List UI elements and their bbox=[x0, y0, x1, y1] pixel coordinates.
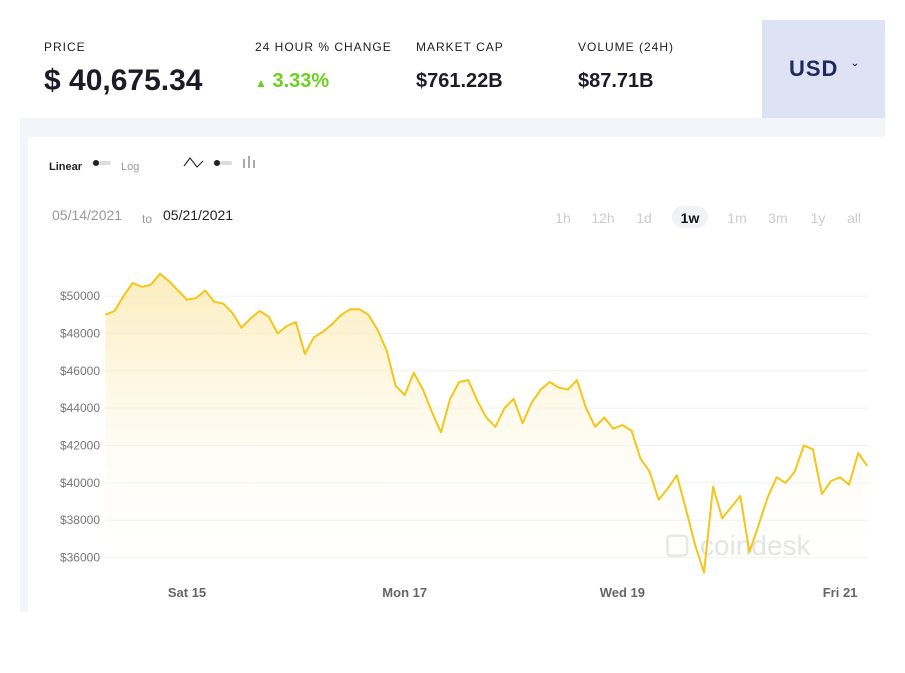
y-tick-label: $48000 bbox=[60, 326, 100, 340]
stat-value-row: ▲ 3.33% bbox=[255, 70, 392, 93]
chevron: ˇ bbox=[852, 61, 859, 77]
y-tick-label: $46000 bbox=[60, 364, 100, 378]
stat-label: MARKET CAP bbox=[416, 40, 504, 54]
up-arrow: ▲ bbox=[255, 76, 267, 90]
stat-label: 24 HOUR % CHANGE bbox=[255, 40, 392, 54]
scale-option[interactable]: Linear bbox=[49, 161, 83, 173]
date-to[interactable]: 05/21/2021 bbox=[163, 207, 233, 223]
candle-icon[interactable] bbox=[243, 156, 255, 168]
y-tick-label: $36000 bbox=[60, 551, 100, 565]
x-tick-label: Mon 17 bbox=[382, 585, 427, 600]
y-tick-label: $38000 bbox=[60, 513, 100, 527]
stat-value: $87.71B bbox=[578, 70, 654, 92]
range-button[interactable]: 12h bbox=[591, 210, 614, 226]
stat: VOLUME (24H) $87.71B bbox=[578, 40, 674, 93]
x-tick-label: Wed 19 bbox=[600, 585, 645, 600]
range-button[interactable]: 1m bbox=[727, 210, 746, 226]
range-button[interactable]: 3m bbox=[768, 210, 787, 226]
price-line bbox=[105, 272, 869, 574]
line-icon[interactable] bbox=[183, 157, 204, 168]
date-from[interactable]: 05/14/2021 bbox=[52, 207, 122, 223]
stats-bar: PRICE $ 40,675.34 24 HOUR % CHANGE ▲ 3.3… bbox=[20, 20, 762, 118]
x-tick-label: Fri 21 bbox=[823, 585, 858, 600]
range-button[interactable]: 1y bbox=[811, 210, 826, 226]
stat-label: PRICE bbox=[44, 40, 86, 54]
stat-value: 3.33% bbox=[272, 70, 330, 92]
toggle-knob bbox=[214, 160, 220, 166]
stat-value: $761.22B bbox=[416, 70, 503, 92]
y-tick-label: $50000 bbox=[60, 289, 100, 303]
area bbox=[105, 273, 868, 580]
x-tick-label: Sat 15 bbox=[168, 585, 206, 600]
y-tick-label: $44000 bbox=[60, 401, 100, 415]
date-sep: to bbox=[142, 212, 152, 226]
range-button[interactable]: 1h bbox=[555, 210, 571, 226]
currency: USD bbox=[788, 56, 839, 81]
range-active-bg bbox=[672, 206, 708, 228]
stat: PRICE $ 40,675.34 bbox=[44, 40, 202, 98]
stat: 24 HOUR % CHANGE ▲ 3.33% bbox=[255, 40, 392, 93]
y-tick-label: $40000 bbox=[60, 476, 100, 490]
toggle-knob bbox=[93, 160, 99, 166]
currency-select[interactable]: USD ˇ bbox=[762, 20, 885, 118]
stat-label: VOLUME (24H) bbox=[578, 40, 675, 54]
stat-value: $ 40,675.34 bbox=[44, 64, 203, 97]
scale-option[interactable]: Log bbox=[121, 161, 139, 173]
range-button[interactable]: 1w bbox=[681, 210, 700, 226]
range-button[interactable]: all bbox=[847, 210, 861, 226]
y-tick-label: $42000 bbox=[60, 439, 100, 453]
range-button[interactable]: 1d bbox=[636, 210, 652, 226]
stat: MARKET CAP $761.22B bbox=[416, 40, 504, 93]
